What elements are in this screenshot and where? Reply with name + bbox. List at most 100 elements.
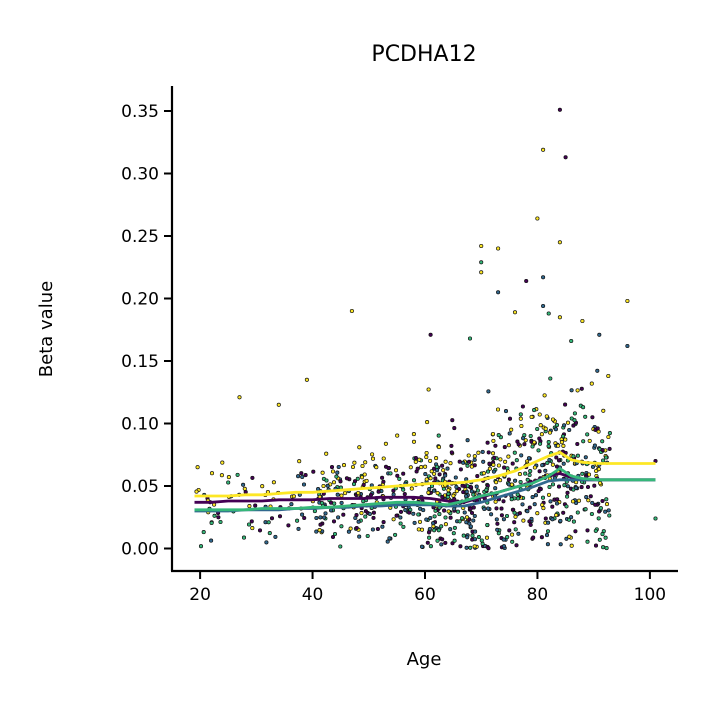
data-point xyxy=(606,373,611,379)
data-point xyxy=(553,427,558,432)
data-point xyxy=(510,507,515,512)
data-point xyxy=(526,456,532,461)
data-point xyxy=(532,408,537,413)
x-tick-label: 60 xyxy=(414,585,436,605)
data-point xyxy=(597,509,602,514)
data-point xyxy=(604,502,610,507)
data-point xyxy=(532,465,537,470)
data-point xyxy=(332,501,337,506)
data-point xyxy=(443,522,448,527)
data-point xyxy=(329,508,334,513)
data-point xyxy=(557,240,562,245)
data-point xyxy=(471,505,476,510)
data-point xyxy=(501,544,507,549)
data-point xyxy=(531,535,536,540)
data-point xyxy=(361,499,366,504)
data-point xyxy=(356,519,361,524)
data-point xyxy=(476,535,481,540)
data-point xyxy=(607,431,612,436)
data-point xyxy=(451,493,456,498)
data-point xyxy=(573,485,579,490)
data-point xyxy=(583,455,588,460)
data-point xyxy=(461,490,466,495)
data-point xyxy=(565,420,571,425)
data-point xyxy=(472,513,477,519)
data-point xyxy=(569,543,574,548)
data-point xyxy=(435,538,440,543)
data-point xyxy=(370,452,375,457)
data-point xyxy=(394,513,399,518)
data-point xyxy=(359,511,364,516)
data-point xyxy=(594,468,599,474)
data-point xyxy=(590,464,596,469)
data-point xyxy=(558,518,563,523)
trend-lines-layer xyxy=(194,450,656,513)
data-point xyxy=(547,430,553,435)
data-point xyxy=(424,477,429,482)
data-point xyxy=(452,538,457,543)
data-point xyxy=(465,463,470,468)
data-point xyxy=(570,499,576,504)
data-point xyxy=(469,489,474,494)
data-point xyxy=(411,432,416,437)
data-point xyxy=(368,492,374,497)
data-point xyxy=(424,517,429,522)
data-point xyxy=(545,460,550,465)
data-point xyxy=(425,540,430,545)
data-point xyxy=(596,516,601,521)
data-point xyxy=(513,514,518,519)
data-point xyxy=(550,482,556,487)
data-point xyxy=(363,460,368,465)
data-point xyxy=(427,535,432,540)
data-point xyxy=(296,526,301,531)
y-axis-label: Beta value xyxy=(36,281,57,377)
data-point xyxy=(395,473,400,478)
data-point xyxy=(316,487,321,492)
data-point xyxy=(468,545,473,550)
data-point xyxy=(445,494,450,500)
data-point xyxy=(546,520,551,525)
data-point xyxy=(249,519,254,524)
data-point xyxy=(364,478,369,483)
data-point xyxy=(493,499,498,504)
data-point xyxy=(554,513,559,518)
data-point xyxy=(393,532,398,537)
data-point xyxy=(352,460,357,465)
data-point xyxy=(266,520,271,525)
data-point xyxy=(494,480,499,485)
data-point xyxy=(391,492,396,497)
data-point xyxy=(457,459,462,464)
data-point xyxy=(484,535,490,540)
data-point xyxy=(496,463,501,468)
data-point xyxy=(385,539,390,544)
data-point xyxy=(443,473,448,478)
data-point xyxy=(241,535,247,540)
data-point xyxy=(334,474,339,479)
data-point xyxy=(466,453,471,458)
data-point xyxy=(572,411,577,416)
data-point xyxy=(496,246,501,251)
data-point xyxy=(427,486,432,492)
data-point xyxy=(598,481,603,486)
data-point xyxy=(485,440,490,445)
data-point xyxy=(401,524,406,529)
data-point xyxy=(335,492,340,497)
data-point xyxy=(502,465,507,470)
data-point xyxy=(201,530,206,535)
data-point xyxy=(432,514,437,519)
data-point xyxy=(381,520,386,525)
data-point xyxy=(514,458,519,463)
data-point xyxy=(597,537,602,542)
data-point xyxy=(349,308,354,314)
data-point xyxy=(507,528,512,533)
data-point xyxy=(532,529,538,534)
data-point xyxy=(588,494,593,499)
data-point xyxy=(353,515,358,521)
data-point xyxy=(243,490,248,495)
data-point xyxy=(543,516,548,521)
data-point xyxy=(575,441,580,447)
data-point xyxy=(417,457,422,462)
data-point xyxy=(606,508,611,513)
data-point xyxy=(499,513,504,518)
data-point xyxy=(519,453,524,458)
